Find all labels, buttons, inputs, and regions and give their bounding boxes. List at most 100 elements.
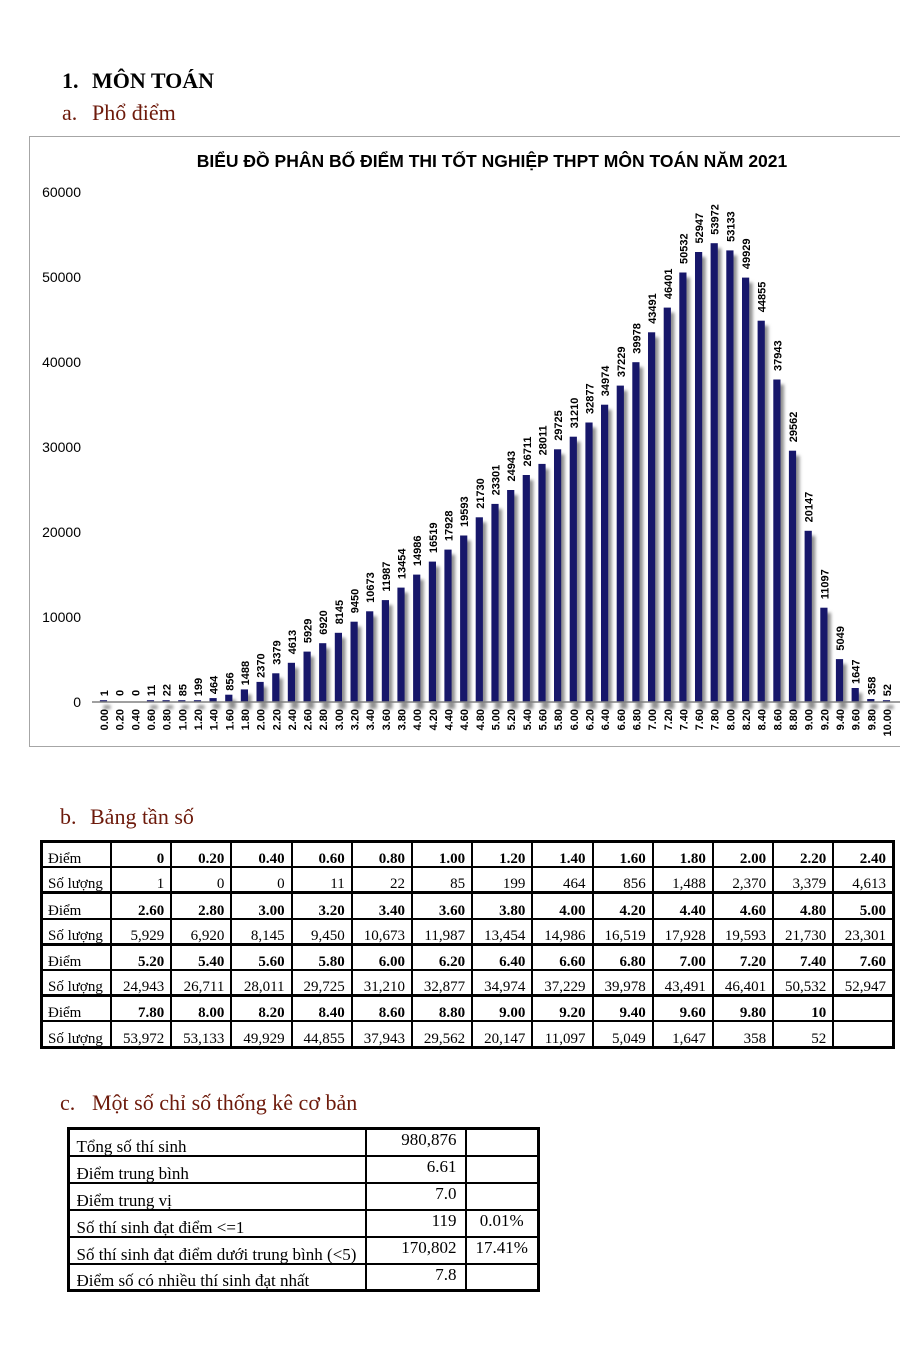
- svg-text:1.80: 1.80: [240, 709, 252, 730]
- svg-text:10.00: 10.00: [882, 709, 894, 737]
- svg-text:3.20: 3.20: [350, 709, 362, 730]
- svg-text:5049: 5049: [835, 626, 847, 650]
- svg-text:32877: 32877: [585, 383, 597, 414]
- svg-text:5.80: 5.80: [553, 709, 565, 730]
- svg-text:9.00: 9.00: [804, 709, 816, 730]
- svg-text:17928: 17928: [444, 511, 456, 542]
- svg-text:49929: 49929: [741, 239, 753, 270]
- svg-text:22: 22: [162, 684, 174, 696]
- svg-text:31210: 31210: [569, 398, 581, 429]
- svg-text:4613: 4613: [287, 630, 299, 654]
- svg-text:8.20: 8.20: [741, 709, 753, 730]
- svg-text:1.20: 1.20: [193, 709, 205, 730]
- svg-text:21730: 21730: [475, 478, 487, 509]
- svg-text:0.60: 0.60: [146, 709, 158, 730]
- svg-text:0: 0: [115, 690, 127, 696]
- svg-text:23301: 23301: [491, 465, 503, 496]
- svg-text:6.00: 6.00: [569, 709, 581, 730]
- svg-text:39978: 39978: [631, 323, 643, 354]
- svg-text:11987: 11987: [381, 562, 393, 592]
- svg-text:0: 0: [73, 694, 81, 710]
- svg-text:26711: 26711: [522, 437, 534, 467]
- svg-text:85: 85: [177, 684, 189, 696]
- svg-text:3.00: 3.00: [334, 709, 346, 730]
- svg-text:2.00: 2.00: [256, 709, 268, 730]
- svg-text:60000: 60000: [42, 184, 81, 200]
- svg-text:1: 1: [99, 690, 111, 696]
- svg-text:7.00: 7.00: [647, 709, 659, 730]
- svg-text:3.80: 3.80: [397, 709, 409, 730]
- svg-text:37229: 37229: [616, 347, 628, 378]
- svg-text:2.80: 2.80: [318, 709, 330, 730]
- svg-text:53972: 53972: [710, 204, 722, 235]
- svg-text:6.40: 6.40: [600, 709, 612, 730]
- svg-text:9.80: 9.80: [866, 709, 878, 730]
- svg-text:8.80: 8.80: [788, 709, 800, 730]
- svg-text:8.40: 8.40: [757, 709, 769, 730]
- svg-text:37943: 37943: [772, 340, 784, 371]
- svg-text:1.60: 1.60: [224, 709, 236, 730]
- svg-text:6.20: 6.20: [585, 709, 597, 730]
- svg-text:29725: 29725: [553, 410, 565, 441]
- svg-text:6.60: 6.60: [616, 709, 628, 730]
- svg-text:5.20: 5.20: [506, 709, 518, 730]
- svg-text:7.60: 7.60: [694, 709, 706, 730]
- svg-text:10000: 10000: [42, 609, 81, 625]
- svg-text:4.60: 4.60: [459, 709, 471, 730]
- svg-text:0.80: 0.80: [162, 709, 174, 730]
- svg-text:5.60: 5.60: [538, 709, 550, 730]
- svg-text:358: 358: [866, 677, 878, 695]
- svg-text:50000: 50000: [42, 269, 81, 285]
- svg-text:11097: 11097: [819, 569, 831, 599]
- svg-text:4.00: 4.00: [412, 709, 424, 730]
- svg-text:1.00: 1.00: [177, 709, 189, 730]
- svg-text:1647: 1647: [851, 660, 863, 684]
- svg-text:0.40: 0.40: [130, 709, 142, 730]
- svg-text:13454: 13454: [397, 548, 409, 579]
- svg-text:44855: 44855: [757, 282, 769, 313]
- svg-text:7.40: 7.40: [678, 709, 690, 730]
- svg-text:9450: 9450: [350, 589, 362, 613]
- svg-text:1.40: 1.40: [209, 709, 221, 730]
- svg-text:0.20: 0.20: [115, 709, 127, 730]
- svg-text:29562: 29562: [788, 412, 800, 443]
- svg-text:0: 0: [130, 690, 142, 696]
- svg-text:50532: 50532: [678, 233, 690, 264]
- svg-text:4.80: 4.80: [475, 709, 487, 730]
- svg-text:9.40: 9.40: [835, 709, 847, 730]
- svg-text:2.40: 2.40: [287, 709, 299, 730]
- svg-text:9.60: 9.60: [851, 709, 863, 730]
- svg-text:10673: 10673: [365, 572, 377, 603]
- svg-text:43491: 43491: [647, 293, 659, 324]
- svg-text:8145: 8145: [334, 600, 346, 624]
- svg-text:3.60: 3.60: [381, 709, 393, 730]
- svg-text:856: 856: [224, 672, 236, 690]
- svg-text:28011: 28011: [538, 425, 550, 455]
- svg-text:7.20: 7.20: [663, 709, 675, 730]
- svg-text:5.40: 5.40: [522, 709, 534, 730]
- svg-text:199: 199: [193, 678, 205, 696]
- svg-text:BIỂU ĐỒ PHÂN BỐ ĐIỂM THI TỐT N: BIỂU ĐỒ PHÂN BỐ ĐIỂM THI TỐT NGHIỆP THPT…: [197, 150, 788, 171]
- svg-text:8.00: 8.00: [725, 709, 737, 730]
- svg-text:5929: 5929: [303, 619, 315, 643]
- svg-text:5.00: 5.00: [491, 709, 503, 730]
- svg-text:6.80: 6.80: [631, 709, 643, 730]
- svg-text:464: 464: [209, 675, 221, 694]
- svg-text:6920: 6920: [318, 610, 330, 634]
- svg-text:0.00: 0.00: [99, 709, 111, 730]
- svg-text:4.20: 4.20: [428, 709, 440, 730]
- svg-text:2.60: 2.60: [303, 709, 315, 730]
- svg-text:2.20: 2.20: [271, 709, 283, 730]
- svg-text:3379: 3379: [271, 640, 283, 664]
- svg-text:9.20: 9.20: [819, 709, 831, 730]
- svg-text:20000: 20000: [42, 524, 81, 540]
- svg-text:34974: 34974: [600, 365, 612, 396]
- svg-text:24943: 24943: [506, 451, 518, 482]
- svg-text:3.40: 3.40: [365, 709, 377, 730]
- svg-text:4.40: 4.40: [444, 709, 456, 730]
- svg-text:30000: 30000: [42, 439, 81, 455]
- svg-text:14986: 14986: [412, 536, 424, 567]
- svg-text:19593: 19593: [459, 496, 471, 527]
- svg-text:52: 52: [882, 684, 894, 696]
- svg-text:11: 11: [146, 685, 158, 697]
